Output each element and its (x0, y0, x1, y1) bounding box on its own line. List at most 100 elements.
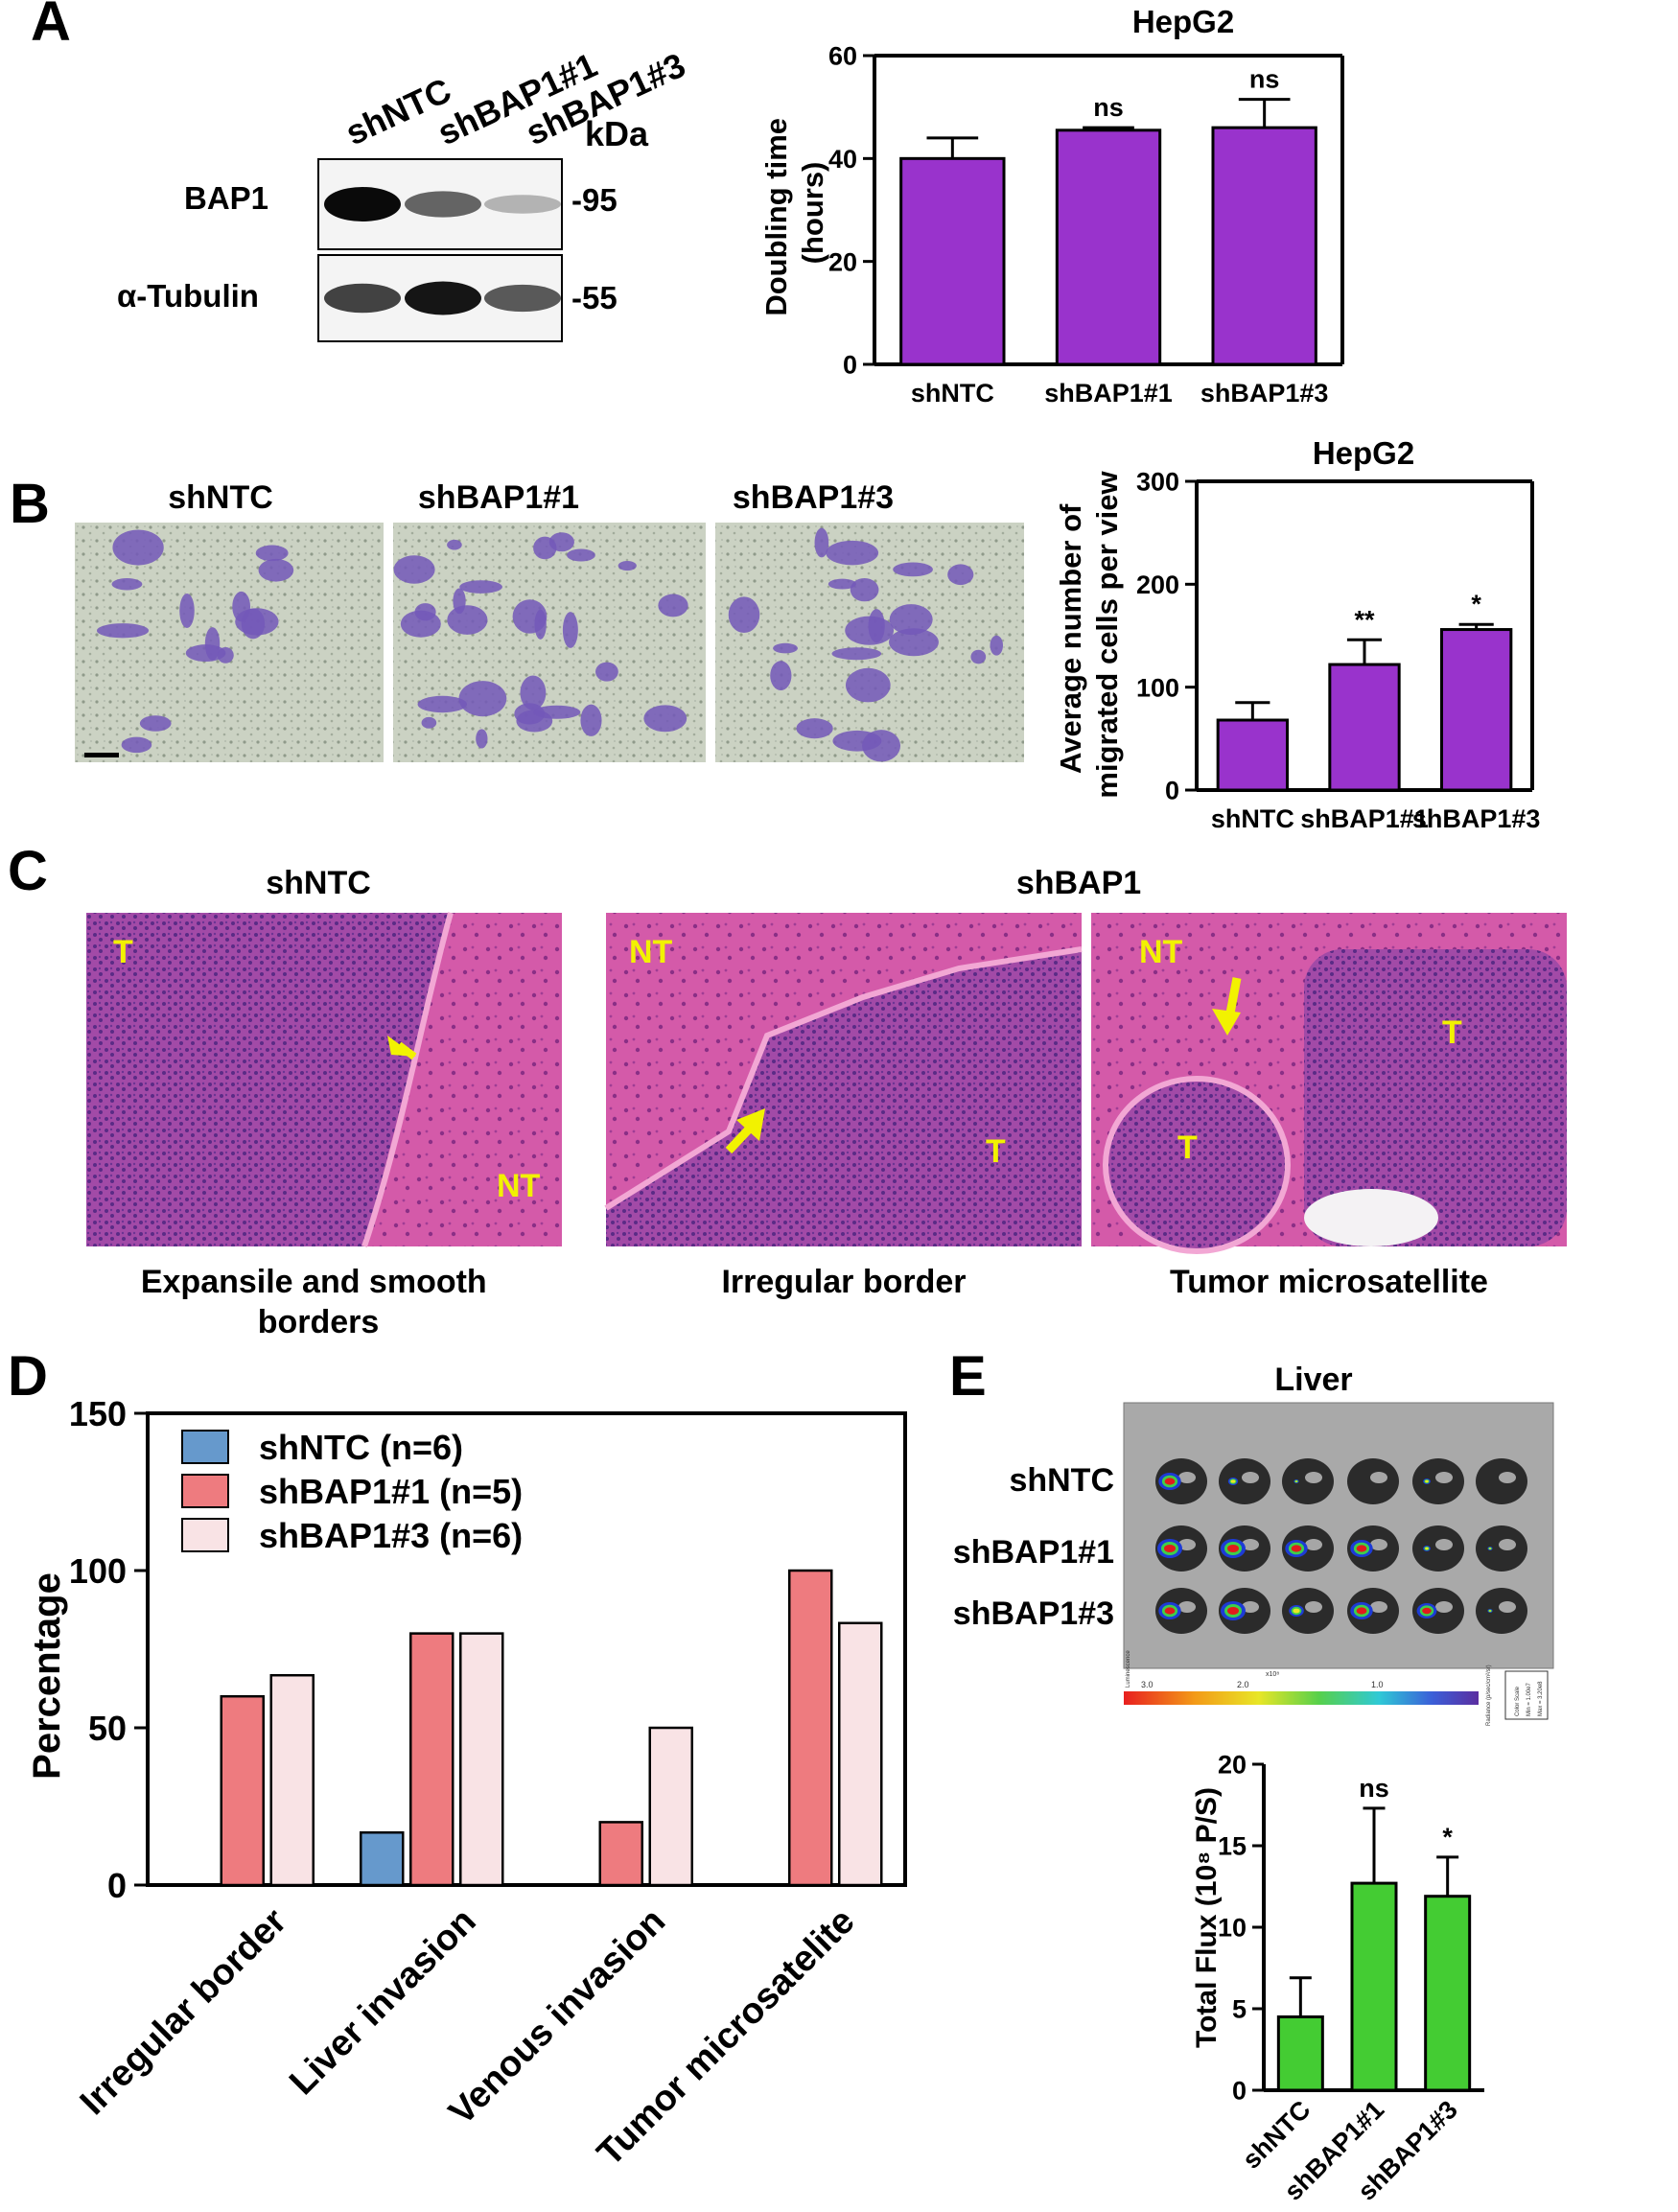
signal-spot (1230, 1479, 1236, 1483)
stained-cell (845, 616, 895, 645)
ivis-row-label: shNTC (1009, 1462, 1114, 1499)
chart-title: HepG2 (1132, 4, 1234, 39)
tissue-label: NT (1139, 934, 1183, 970)
legend-swatch (181, 1474, 229, 1508)
y-axis-label-line: (hours) (796, 162, 829, 265)
stained-cell (421, 716, 437, 729)
stained-cell (796, 718, 833, 739)
histology-image-1: T NT (86, 912, 562, 1247)
liver-highlight (1242, 1472, 1259, 1483)
signal-spot (1227, 1607, 1239, 1615)
panel-letter-a: A (31, 0, 71, 53)
stained-cell (453, 588, 466, 615)
color-scale-bar (1124, 1691, 1479, 1705)
significance-label: ns (1359, 1774, 1389, 1803)
migration-chart: HepG2 Average number of migrated cells p… (1054, 435, 1540, 833)
histology-caption-line: borders (258, 1304, 380, 1340)
panel-letter-c: C (8, 840, 48, 902)
liver-highlight (1370, 1539, 1387, 1550)
y-tick-label: 50 (88, 1709, 127, 1748)
stained-cell (773, 642, 798, 654)
signal-spot (1164, 1478, 1176, 1485)
stained-cell (580, 704, 602, 736)
stained-cell (111, 577, 143, 591)
stained-cell (139, 715, 172, 732)
plot-frame (146, 1411, 907, 1887)
colorbar-unit: x10⁸ (1266, 1671, 1279, 1678)
y-axis-label-line: migrated cells per view (1090, 471, 1124, 799)
blot-band (324, 283, 401, 314)
stained-cell (970, 649, 987, 664)
signal-spot (1488, 1548, 1492, 1549)
ivis-title: Liver (1274, 1362, 1352, 1398)
bar (1216, 718, 1289, 792)
stained-cell (595, 662, 618, 682)
liver-highlight (1305, 1539, 1322, 1550)
stained-cell (826, 540, 879, 566)
bar (1440, 628, 1513, 792)
bar (1424, 1895, 1472, 2092)
x-tick-label: Irregular border (73, 1901, 294, 2123)
stained-cell (533, 705, 581, 719)
stained-cell (893, 562, 933, 577)
liver-highlight (1499, 1601, 1516, 1613)
y-axis-label: Percentage (26, 1572, 68, 1780)
legend-swatch (181, 1518, 229, 1552)
x-tick-label: shNTC (911, 379, 994, 407)
bar (269, 1673, 315, 1887)
stained-cell (179, 594, 195, 628)
histology-image-3: NT T T (1091, 913, 1567, 1254)
bar (409, 1632, 454, 1887)
y-tick-label: 20 (828, 247, 857, 276)
kda-label: kDa (585, 114, 649, 153)
panel-letter-e: E (949, 1345, 987, 1408)
scale-bar (84, 753, 119, 757)
tissue-label: T (1442, 1014, 1462, 1051)
bar (1350, 1881, 1398, 2092)
tissue-label: T (113, 934, 133, 970)
blot-band (484, 195, 561, 214)
liver-highlight (1305, 1472, 1322, 1483)
stained-cell (185, 644, 226, 663)
normal-tissue (364, 913, 562, 1246)
tissue-label: T (986, 1133, 1006, 1170)
bar (598, 1821, 643, 1887)
stained-cell (827, 578, 857, 590)
signal-spot (1356, 1545, 1367, 1552)
significance-label: ns (1093, 93, 1124, 122)
y-tick-label: 15 (1218, 1832, 1247, 1861)
y-tick-label: 0 (1232, 2077, 1247, 2106)
stained-cell (618, 561, 637, 571)
colorbar-tick: 2.0 (1237, 1680, 1249, 1689)
liver-highlight (1499, 1539, 1516, 1550)
liver-highlight (1370, 1472, 1387, 1483)
x-tick-label: shBAP1#1 (1300, 804, 1429, 833)
stained-cell (770, 661, 792, 691)
legend-label: shBAP1#1 (n=5) (259, 1472, 523, 1511)
stained-cell (96, 623, 150, 639)
stained-cell (112, 529, 164, 566)
stained-cell (831, 647, 882, 661)
bar (360, 1830, 405, 1887)
stained-cell (850, 578, 879, 602)
significance-label: * (1471, 590, 1481, 618)
signal-spot (1164, 1607, 1176, 1615)
liver-highlight (1178, 1472, 1196, 1483)
colorbar-tick: 1.0 (1371, 1680, 1384, 1689)
y-tick-label: 0 (1165, 777, 1179, 805)
stained-cell (258, 558, 294, 582)
stained-cell (459, 580, 502, 594)
percentage-chart: Percentage 0 50 100 150 Irregular borderLive… (26, 1394, 907, 2174)
liver-highlight (1242, 1539, 1259, 1550)
y-tick-label: 40 (828, 145, 857, 174)
stained-cell (947, 564, 974, 586)
signal-spot (1294, 1480, 1298, 1482)
stained-cell (643, 705, 688, 733)
blot-kda-marker: -55 (571, 280, 618, 315)
panel-letter-b: B (10, 473, 50, 535)
total-flux-chart: Total Flux (10⁸ P/S) 05101520shNTCnsshBA… (1191, 1751, 1484, 2206)
legend-label: shBAP1#3 (n=6) (259, 1516, 523, 1555)
liver-samples (1155, 1458, 1527, 1634)
tumor-tissue (1304, 949, 1567, 1246)
